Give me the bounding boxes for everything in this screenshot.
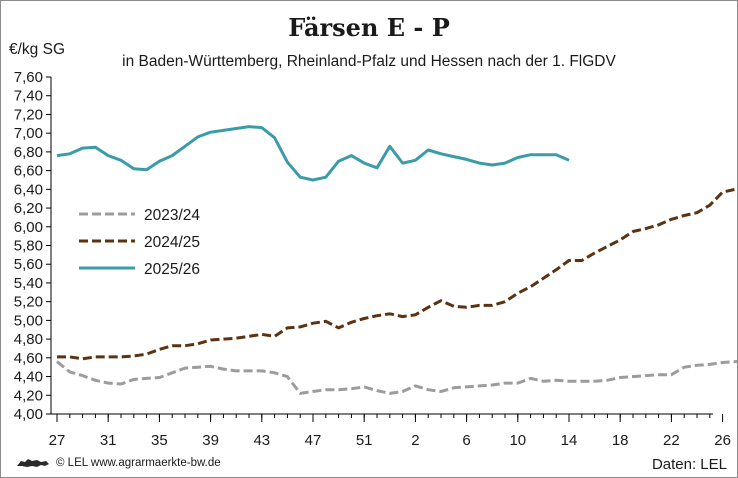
data-source-label: Daten: LEL	[651, 456, 727, 473]
y-axis-unit-label: €/kg SG	[9, 41, 65, 58]
y-tick-label: 7,60	[14, 69, 43, 86]
y-tick-label: 6,60	[14, 163, 43, 180]
series-line-2025-26	[56, 125, 570, 182]
y-tick-label: 4,40	[14, 369, 43, 386]
x-tick-label: 14	[561, 432, 578, 449]
y-tick-label: 6,20	[14, 200, 43, 217]
x-tick-label: 43	[253, 432, 270, 449]
lion-logo-icon	[17, 459, 49, 467]
x-tick-label: 35	[151, 432, 168, 449]
x-tick-label: 2	[411, 432, 419, 449]
x-tick-label: 47	[305, 432, 322, 449]
y-tick-label: 7,20	[14, 106, 43, 123]
y-tick-label: 4,20	[14, 387, 43, 404]
legend-label: 2023/24	[144, 207, 200, 224]
y-tick-label: 6,40	[14, 181, 43, 198]
legend-label: 2025/26	[144, 261, 200, 278]
y-tick-label: 5,40	[14, 275, 43, 292]
y-tick-label: 6,80	[14, 144, 43, 161]
y-tick-label: 7,00	[14, 125, 43, 142]
x-tick-label: 27	[49, 432, 66, 449]
x-tick-label: 10	[509, 432, 526, 449]
x-tick-label: 51	[356, 432, 373, 449]
chart-title: Färsen E - P	[288, 13, 450, 42]
y-tick-label: 5,00	[14, 312, 43, 329]
y-tick-label: 7,40	[14, 88, 43, 105]
footer-copyright: © LEL www.agrarmaerkte-bw.de	[15, 457, 221, 469]
y-tick-label: 4,00	[14, 406, 43, 423]
x-tick-label: 26	[714, 432, 731, 449]
series-line-2024-25	[57, 187, 737, 361]
x-tick-label: 18	[612, 432, 629, 449]
x-tick-label: 31	[100, 432, 117, 449]
x-tick-label: 22	[663, 432, 680, 449]
x-tick-label: 6	[462, 432, 470, 449]
legend-label: 2024/25	[144, 234, 200, 251]
copyright-text: © LEL www.agrarmaerkte-bw.de	[56, 457, 221, 469]
y-tick-label: 6,00	[14, 219, 43, 236]
y-tick-label: 5,60	[14, 256, 43, 273]
chart-subtitle: in Baden-Württemberg, Rheinland-Pfalz un…	[122, 53, 616, 70]
y-tick-label: 5,80	[14, 238, 43, 255]
x-tick-label: 39	[202, 432, 219, 449]
series-line-2023-24	[56, 359, 737, 395]
y-tick-label: 4,80	[14, 331, 43, 348]
y-tick-label: 5,20	[14, 294, 43, 311]
y-tick-label: 4,60	[14, 350, 43, 367]
